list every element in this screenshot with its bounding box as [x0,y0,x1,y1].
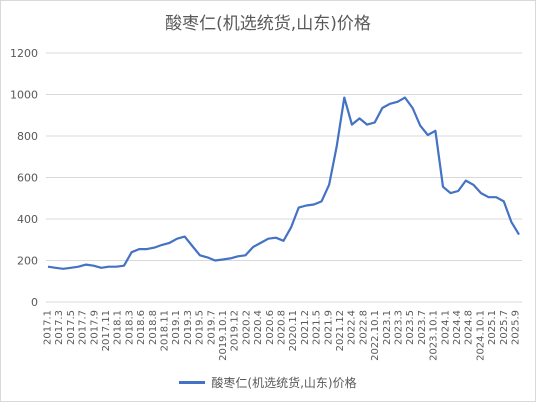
x-tick-label: 2020.6 [265,310,276,345]
x-tick-label: 2019.3 [183,310,194,345]
legend-swatch [179,381,206,384]
legend-label: 酸枣仁(机选统货,山东)价格 [211,376,357,390]
chart-title: 酸枣仁(机选统货,山东)价格 [165,14,371,34]
y-tick-label: 600 [17,172,38,185]
x-tick-label: 2017.9 [89,310,100,345]
x-tick-label: 2017.3 [54,310,65,345]
x-tick-label: 2020.11 [288,310,299,351]
x-tick-label: 2018.1 [113,310,124,345]
x-tick-label: 2022.8 [358,310,369,345]
x-tick-label: 2019.7 [206,310,217,345]
x-tick-label: 2024.1 [440,310,451,345]
x-tick-label: 2024.8 [464,310,475,345]
x-tick-label: 2024.4 [452,310,463,345]
x-tick-label: 2024.10.1 [475,310,486,361]
x-tick-label: 2020.8 [277,310,288,345]
y-tick-label: 1000 [10,89,38,102]
x-tick-label: 2018.3 [124,310,135,345]
y-tick-label: 800 [17,130,38,143]
x-tick-label: 2021.12 [335,310,346,351]
y-tick-label: 1200 [10,47,38,60]
y-tick-label: 200 [17,255,38,268]
x-tick-label: 2018.11 [160,310,171,351]
y-tick-label: 0 [31,296,38,309]
x-tick-label: 2019.5 [195,310,206,345]
x-tick-label: 2019.10.1 [218,310,229,361]
x-tick-label: 2025.1 [487,310,498,345]
x-tick-label: 2025.9 [511,310,522,345]
x-tick-label: 2021.9 [323,310,334,345]
x-tick-label: 2022.4 [347,310,358,345]
x-tick-label: 2023.3 [394,310,405,345]
x-tick-label: 2018.8 [148,310,159,345]
x-tick-label: 2019.1 [171,310,182,345]
x-tick-label: 2022.10.1 [370,310,381,361]
x-tick-label: 2025.7 [499,310,510,345]
x-tick-label: 2021.2 [300,310,311,345]
x-tick-label: 2017.11 [101,310,112,351]
x-tick-label: 2023.7 [417,310,428,345]
x-tick-label: 2017.1 [43,310,54,345]
x-tick-label: 2023.10.1 [429,310,440,361]
x-tick-label: 2018.6 [136,310,147,345]
x-tick-label: 2021.5 [312,310,323,345]
x-tick-label: 2020.4 [253,310,264,345]
x-tick-label: 2017.5 [66,310,77,345]
series-line [47,96,520,270]
x-tick-label: 2023.1 [382,310,393,345]
x-tick-label: 2020.2 [241,310,252,345]
legend: 酸枣仁(机选统货,山东)价格 [1,374,535,391]
y-tick-label: 400 [17,213,38,226]
x-tick-label: 2023.5 [405,310,416,345]
x-tick-label: 2019.12 [230,310,241,351]
x-tick-label: 2017.7 [78,310,89,345]
